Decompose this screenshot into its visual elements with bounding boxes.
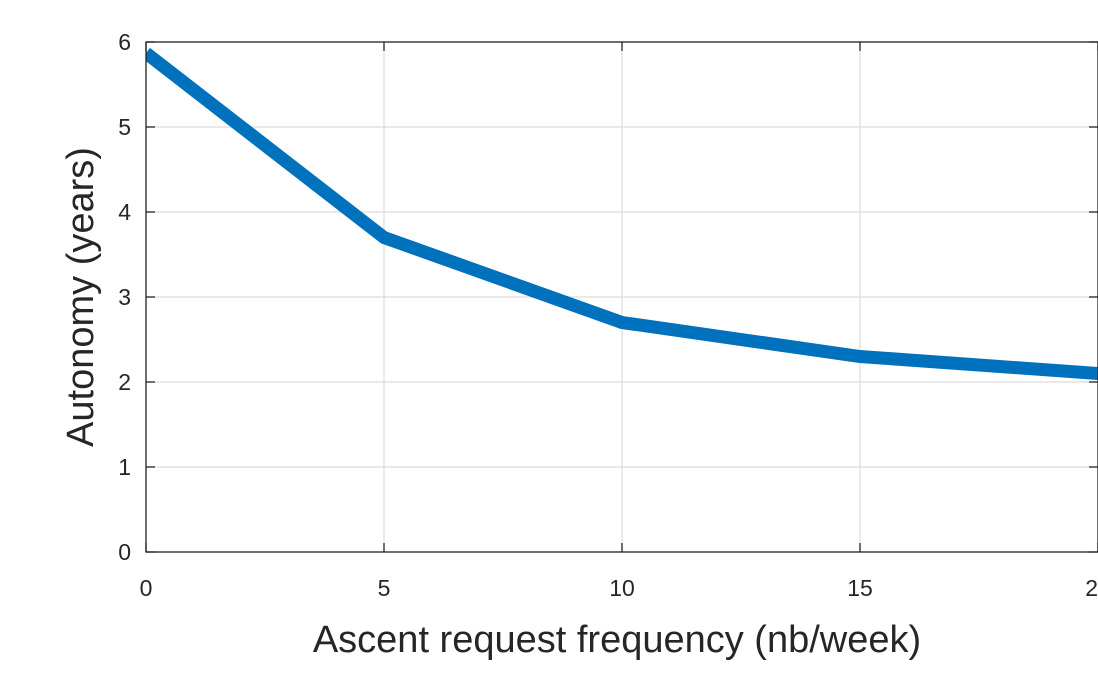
series-layer (146, 47, 1098, 380)
y-tick-label-0: 0 (118, 539, 131, 565)
x-tick-label-3: 15 (847, 575, 873, 601)
y-tick-labels: 0 1 2 3 4 5 6 (118, 29, 131, 565)
y-tick-label-5: 5 (118, 114, 131, 140)
y-tick-label-3: 3 (118, 284, 131, 310)
x-tick-label-0: 0 (140, 575, 153, 601)
series-line-0 (146, 47, 1098, 380)
y-tick-label-6: 6 (118, 29, 131, 55)
y-axis-label: Autonomy (years) (60, 147, 102, 447)
axes-frame (145, 41, 1098, 553)
x-tick-labels: 0 5 10 15 20 (140, 575, 1098, 601)
x-tick-label-2: 10 (609, 575, 635, 601)
y-tick-label-4: 4 (118, 199, 131, 225)
x-tick-label-4: 20 (1085, 575, 1098, 601)
x-tick-label-1: 5 (378, 575, 391, 601)
y-tick-label-1: 1 (118, 454, 131, 480)
grid (145, 41, 1098, 553)
x-axis-label: Ascent request frequency (nb/week) (313, 619, 921, 661)
y-tick-label-2: 2 (118, 369, 131, 395)
